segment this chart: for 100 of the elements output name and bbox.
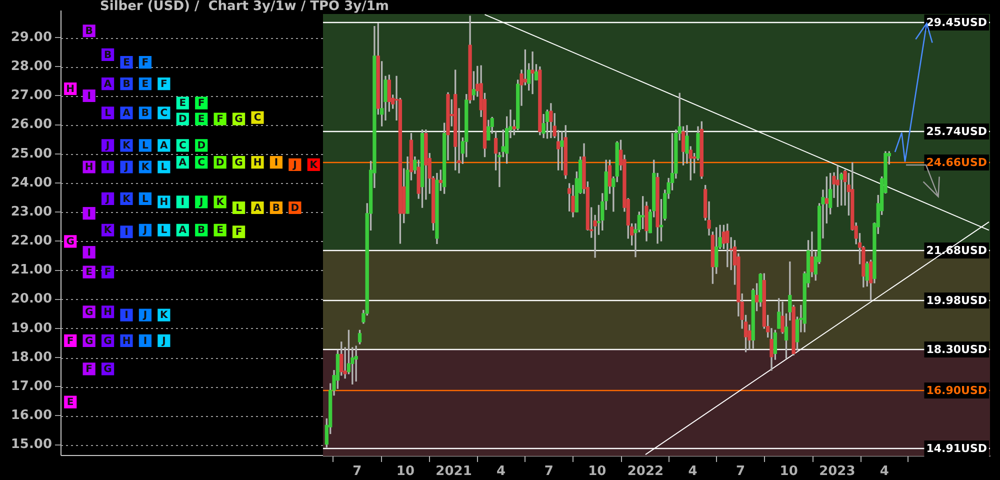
data-label: D [216, 157, 224, 168]
ref-line-label: 19.98USD [926, 294, 987, 307]
y-tick-label: 26.00 [10, 117, 52, 132]
x-tick-label: 4 [688, 464, 698, 480]
data-label: K [122, 194, 132, 205]
ref-line-label: 14.91USD [926, 442, 987, 455]
y-tick-label: 19.00 [10, 320, 52, 336]
data-label: C [178, 140, 186, 152]
data-label: B [85, 26, 93, 37]
y-tick-label: 27.00 [10, 88, 52, 104]
data-label: K [216, 197, 226, 208]
data-label: C [160, 108, 168, 119]
data-label: D [197, 140, 206, 152]
y-tick-label: 21.00 [10, 262, 52, 278]
data-label: I [87, 247, 91, 258]
data-label: B [122, 78, 130, 90]
data-label: E [179, 98, 186, 110]
data-label: I [124, 226, 128, 238]
data-label: B [141, 108, 150, 119]
data-label: G [234, 114, 243, 126]
data-label: K [122, 140, 132, 152]
y-tick-label: 25.00 [10, 146, 52, 162]
data-label: I [87, 90, 91, 102]
data-label: J [104, 194, 110, 205]
y-tick-label: 20.00 [10, 292, 52, 307]
y-tick-label: 29.00 [10, 30, 52, 45]
data-label: J [142, 225, 148, 236]
data-label: B [198, 225, 206, 236]
data-label: B [104, 50, 112, 61]
data-label: F [86, 364, 92, 375]
candlestick [530, 52, 534, 94]
data-label: L [160, 162, 168, 174]
data-label: G [66, 236, 74, 248]
data-label: J [142, 310, 148, 322]
y-tick-label: 22.00 [10, 234, 52, 249]
data-label: C [254, 112, 262, 124]
data-label: J [104, 140, 110, 152]
x-tick-label: 2021 [436, 464, 472, 480]
data-label: E [198, 114, 205, 126]
y-tick-label: 24.00 [10, 175, 52, 190]
data-label: F [142, 57, 149, 68]
ref-line-label: 29.45USD [926, 16, 987, 29]
y-tick-label: 17.00 [10, 379, 52, 394]
data-label: F [160, 78, 168, 90]
data-label: A [122, 108, 131, 119]
data-label: K [104, 225, 113, 236]
x-tick-label: 10 [588, 464, 606, 480]
x-tick-label: 2023 [819, 464, 856, 480]
data-label: E [216, 225, 224, 236]
data-label: A [104, 78, 112, 90]
data-label: L [142, 140, 150, 152]
data-label: H [160, 197, 168, 208]
data-label: A [254, 202, 262, 214]
data-label: I [143, 336, 148, 347]
data-label: G [104, 336, 112, 347]
data-label: F [235, 226, 242, 238]
data-label: J [161, 336, 166, 347]
data-label: G [84, 336, 94, 347]
ref-line-label: 24.66USD [926, 156, 987, 169]
data-label: I [274, 157, 278, 168]
data-label: G [234, 157, 243, 168]
data-label: I [180, 197, 185, 208]
data-label: H [122, 336, 131, 347]
candlestick [560, 131, 564, 170]
x-tick-label: 4 [496, 464, 506, 480]
ref-line-label: 18.30USD [926, 342, 987, 356]
data-label: L [160, 225, 168, 236]
data-label: F [216, 114, 224, 126]
ref-line-label: 25.74USD [926, 124, 987, 138]
data-label: F [198, 98, 205, 110]
data-label: L [236, 202, 243, 214]
data-label: I [106, 162, 110, 174]
data-label: I [87, 208, 91, 220]
y-tick-label: 28.00 [10, 59, 52, 74]
y-tick-label: 16.00 [10, 408, 52, 424]
x-tick-label: 4 [880, 464, 889, 480]
data-label: J [292, 160, 297, 171]
data-label: D [290, 202, 300, 214]
y-tick-label: 15.00 [10, 437, 52, 452]
x-tick-label: 2022 [627, 464, 664, 480]
data-label: F [66, 336, 74, 347]
data-label: E [66, 397, 74, 408]
y-tick-label: 23.00 [10, 204, 52, 220]
ref-line-label: 16.90USD [926, 384, 987, 397]
data-label: C [198, 157, 206, 168]
data-label: J [198, 197, 204, 208]
data-label: E [86, 267, 93, 278]
data-label: J [124, 162, 128, 174]
data-label: A [178, 225, 187, 236]
data-label: I [124, 310, 128, 322]
data-label: K [141, 162, 150, 174]
data-label: A [160, 140, 168, 152]
data-label: G [84, 306, 94, 318]
data-label: F [104, 267, 112, 278]
chart-title: Silber (USD) / Chart 3y/1w / TPO 3y/1m [100, 0, 393, 14]
data-label: K [160, 310, 170, 322]
data-label: G [104, 364, 112, 375]
x-tick-label: 10 [396, 464, 415, 480]
data-label: L [142, 194, 150, 205]
x-tick-label: 7 [544, 464, 554, 480]
